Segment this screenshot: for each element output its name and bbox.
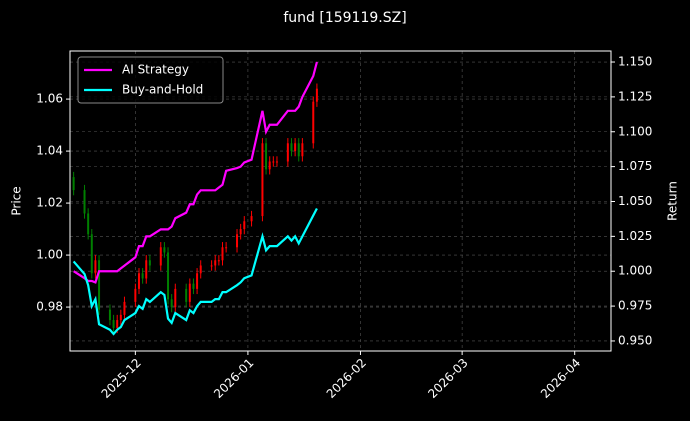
- candle-body: [167, 252, 170, 300]
- candle-body: [210, 265, 213, 267]
- candle-body: [239, 229, 242, 235]
- candle-body: [137, 273, 140, 289]
- candle-body: [188, 283, 191, 302]
- candle-body: [90, 234, 93, 274]
- candle-body: [116, 320, 119, 328]
- candle-body: [192, 283, 195, 289]
- y2-tick-label: 1.150: [618, 55, 652, 69]
- candle-body: [243, 221, 246, 230]
- legend-label: Buy-and-Hold: [122, 83, 203, 97]
- candle-body: [275, 161, 278, 163]
- chart-title: fund [159119.SZ]: [283, 10, 406, 26]
- candle-body: [265, 143, 268, 170]
- y2-tick-label: 1.100: [618, 124, 652, 138]
- candle-body: [196, 273, 199, 289]
- candle-body: [221, 247, 224, 261]
- candle-body: [87, 213, 90, 235]
- candle-body: [315, 88, 318, 102]
- candle-body: [312, 101, 315, 144]
- candle-body: [272, 161, 275, 163]
- series-line: [72, 207, 318, 336]
- legend-label: AI Strategy: [122, 63, 189, 77]
- candle-body: [268, 161, 271, 170]
- legend-box: [77, 56, 224, 104]
- y-tick-label: 1.06: [36, 92, 63, 106]
- candle-body: [72, 177, 75, 191]
- y2-tick-label: 1.000: [618, 264, 652, 278]
- y2-tick-label: 1.025: [618, 229, 652, 243]
- candle-body: [286, 143, 289, 162]
- candle-body: [134, 288, 137, 302]
- candle-body: [225, 247, 228, 249]
- grid: [70, 51, 611, 351]
- candle-body: [301, 143, 304, 157]
- candle-body: [112, 320, 115, 328]
- y-tick-label: 1.04: [36, 144, 63, 158]
- y-tick-label: 1.02: [36, 196, 63, 210]
- plot-area: [72, 61, 318, 336]
- candle-body: [94, 260, 97, 274]
- candle-body: [123, 301, 126, 315]
- candle-body: [83, 190, 86, 214]
- candle-body: [170, 299, 173, 308]
- candle-body: [141, 273, 144, 279]
- candle-body: [199, 265, 202, 274]
- y2-tick-label: 0.950: [618, 333, 652, 347]
- candle-body: [294, 143, 297, 152]
- y2-tick-label: 1.075: [618, 159, 652, 173]
- candle-body: [108, 309, 111, 321]
- candle-body: [290, 143, 293, 152]
- candle-body: [250, 216, 253, 222]
- candle-body: [119, 314, 122, 321]
- series-line: [73, 61, 318, 284]
- candle-body: [145, 260, 148, 279]
- y2-axis-label: Return: [666, 181, 680, 221]
- candle-body: [214, 260, 217, 266]
- y2-tick-label: 0.975: [618, 299, 652, 313]
- candle-body: [98, 260, 101, 310]
- candle-body: [174, 288, 177, 308]
- candle-body: [217, 260, 220, 262]
- candle-body: [159, 247, 162, 266]
- y2-tick-label: 1.050: [618, 194, 652, 208]
- candle-body: [148, 260, 151, 266]
- candle-body: [297, 143, 300, 157]
- candle-body: [163, 247, 166, 253]
- y2-tick-label: 1.125: [618, 89, 652, 103]
- y-tick-label: 1.00: [36, 248, 63, 262]
- candle-body: [185, 288, 188, 302]
- y-axis-label: Price: [10, 186, 24, 215]
- candle-body: [261, 143, 264, 217]
- candle-body: [236, 234, 239, 248]
- y-tick-label: 0.98: [36, 300, 63, 314]
- legend: AI Strategy Buy-and-Hold: [77, 56, 224, 104]
